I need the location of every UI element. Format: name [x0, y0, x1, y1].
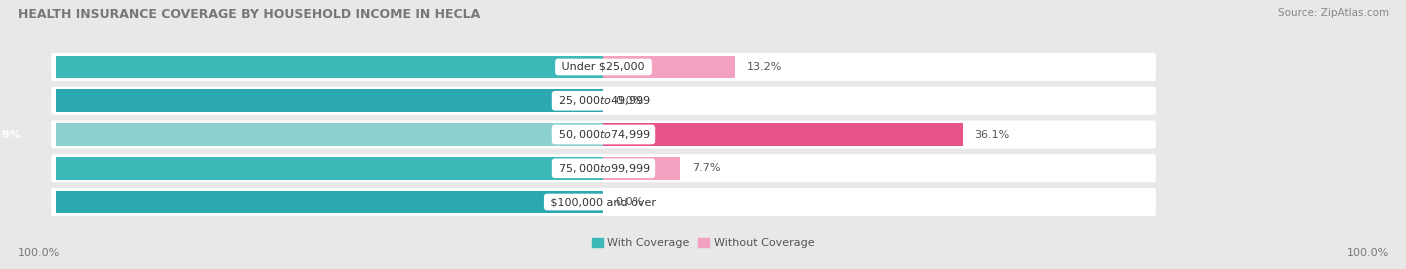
Bar: [603, 123, 963, 146]
Text: 7.7%: 7.7%: [692, 163, 720, 173]
Bar: [603, 55, 735, 79]
Text: $75,000 to $99,999: $75,000 to $99,999: [555, 162, 652, 175]
FancyBboxPatch shape: [51, 121, 1156, 148]
FancyBboxPatch shape: [51, 53, 1156, 81]
Text: Under $25,000: Under $25,000: [558, 62, 648, 72]
FancyBboxPatch shape: [51, 87, 1156, 115]
Legend: With Coverage, Without Coverage: With Coverage, Without Coverage: [588, 233, 818, 253]
Bar: [0, 89, 603, 112]
FancyBboxPatch shape: [51, 154, 1156, 182]
Text: 63.9%: 63.9%: [0, 129, 21, 140]
Bar: [0, 123, 603, 146]
Bar: [0, 190, 603, 214]
Text: Source: ZipAtlas.com: Source: ZipAtlas.com: [1278, 8, 1389, 18]
Text: 13.2%: 13.2%: [747, 62, 782, 72]
Text: $50,000 to $74,999: $50,000 to $74,999: [555, 128, 652, 141]
Text: 100.0%: 100.0%: [1347, 248, 1389, 258]
Bar: [603, 157, 681, 180]
Bar: [0, 157, 603, 180]
Text: 100.0%: 100.0%: [18, 248, 60, 258]
Text: 0.0%: 0.0%: [616, 197, 644, 207]
Text: $25,000 to $49,999: $25,000 to $49,999: [555, 94, 652, 107]
Bar: [0, 55, 603, 79]
Text: 0.0%: 0.0%: [616, 96, 644, 106]
Text: HEALTH INSURANCE COVERAGE BY HOUSEHOLD INCOME IN HECLA: HEALTH INSURANCE COVERAGE BY HOUSEHOLD I…: [18, 8, 481, 21]
Text: 36.1%: 36.1%: [974, 129, 1010, 140]
FancyBboxPatch shape: [51, 188, 1156, 216]
Text: $100,000 and over: $100,000 and over: [547, 197, 659, 207]
